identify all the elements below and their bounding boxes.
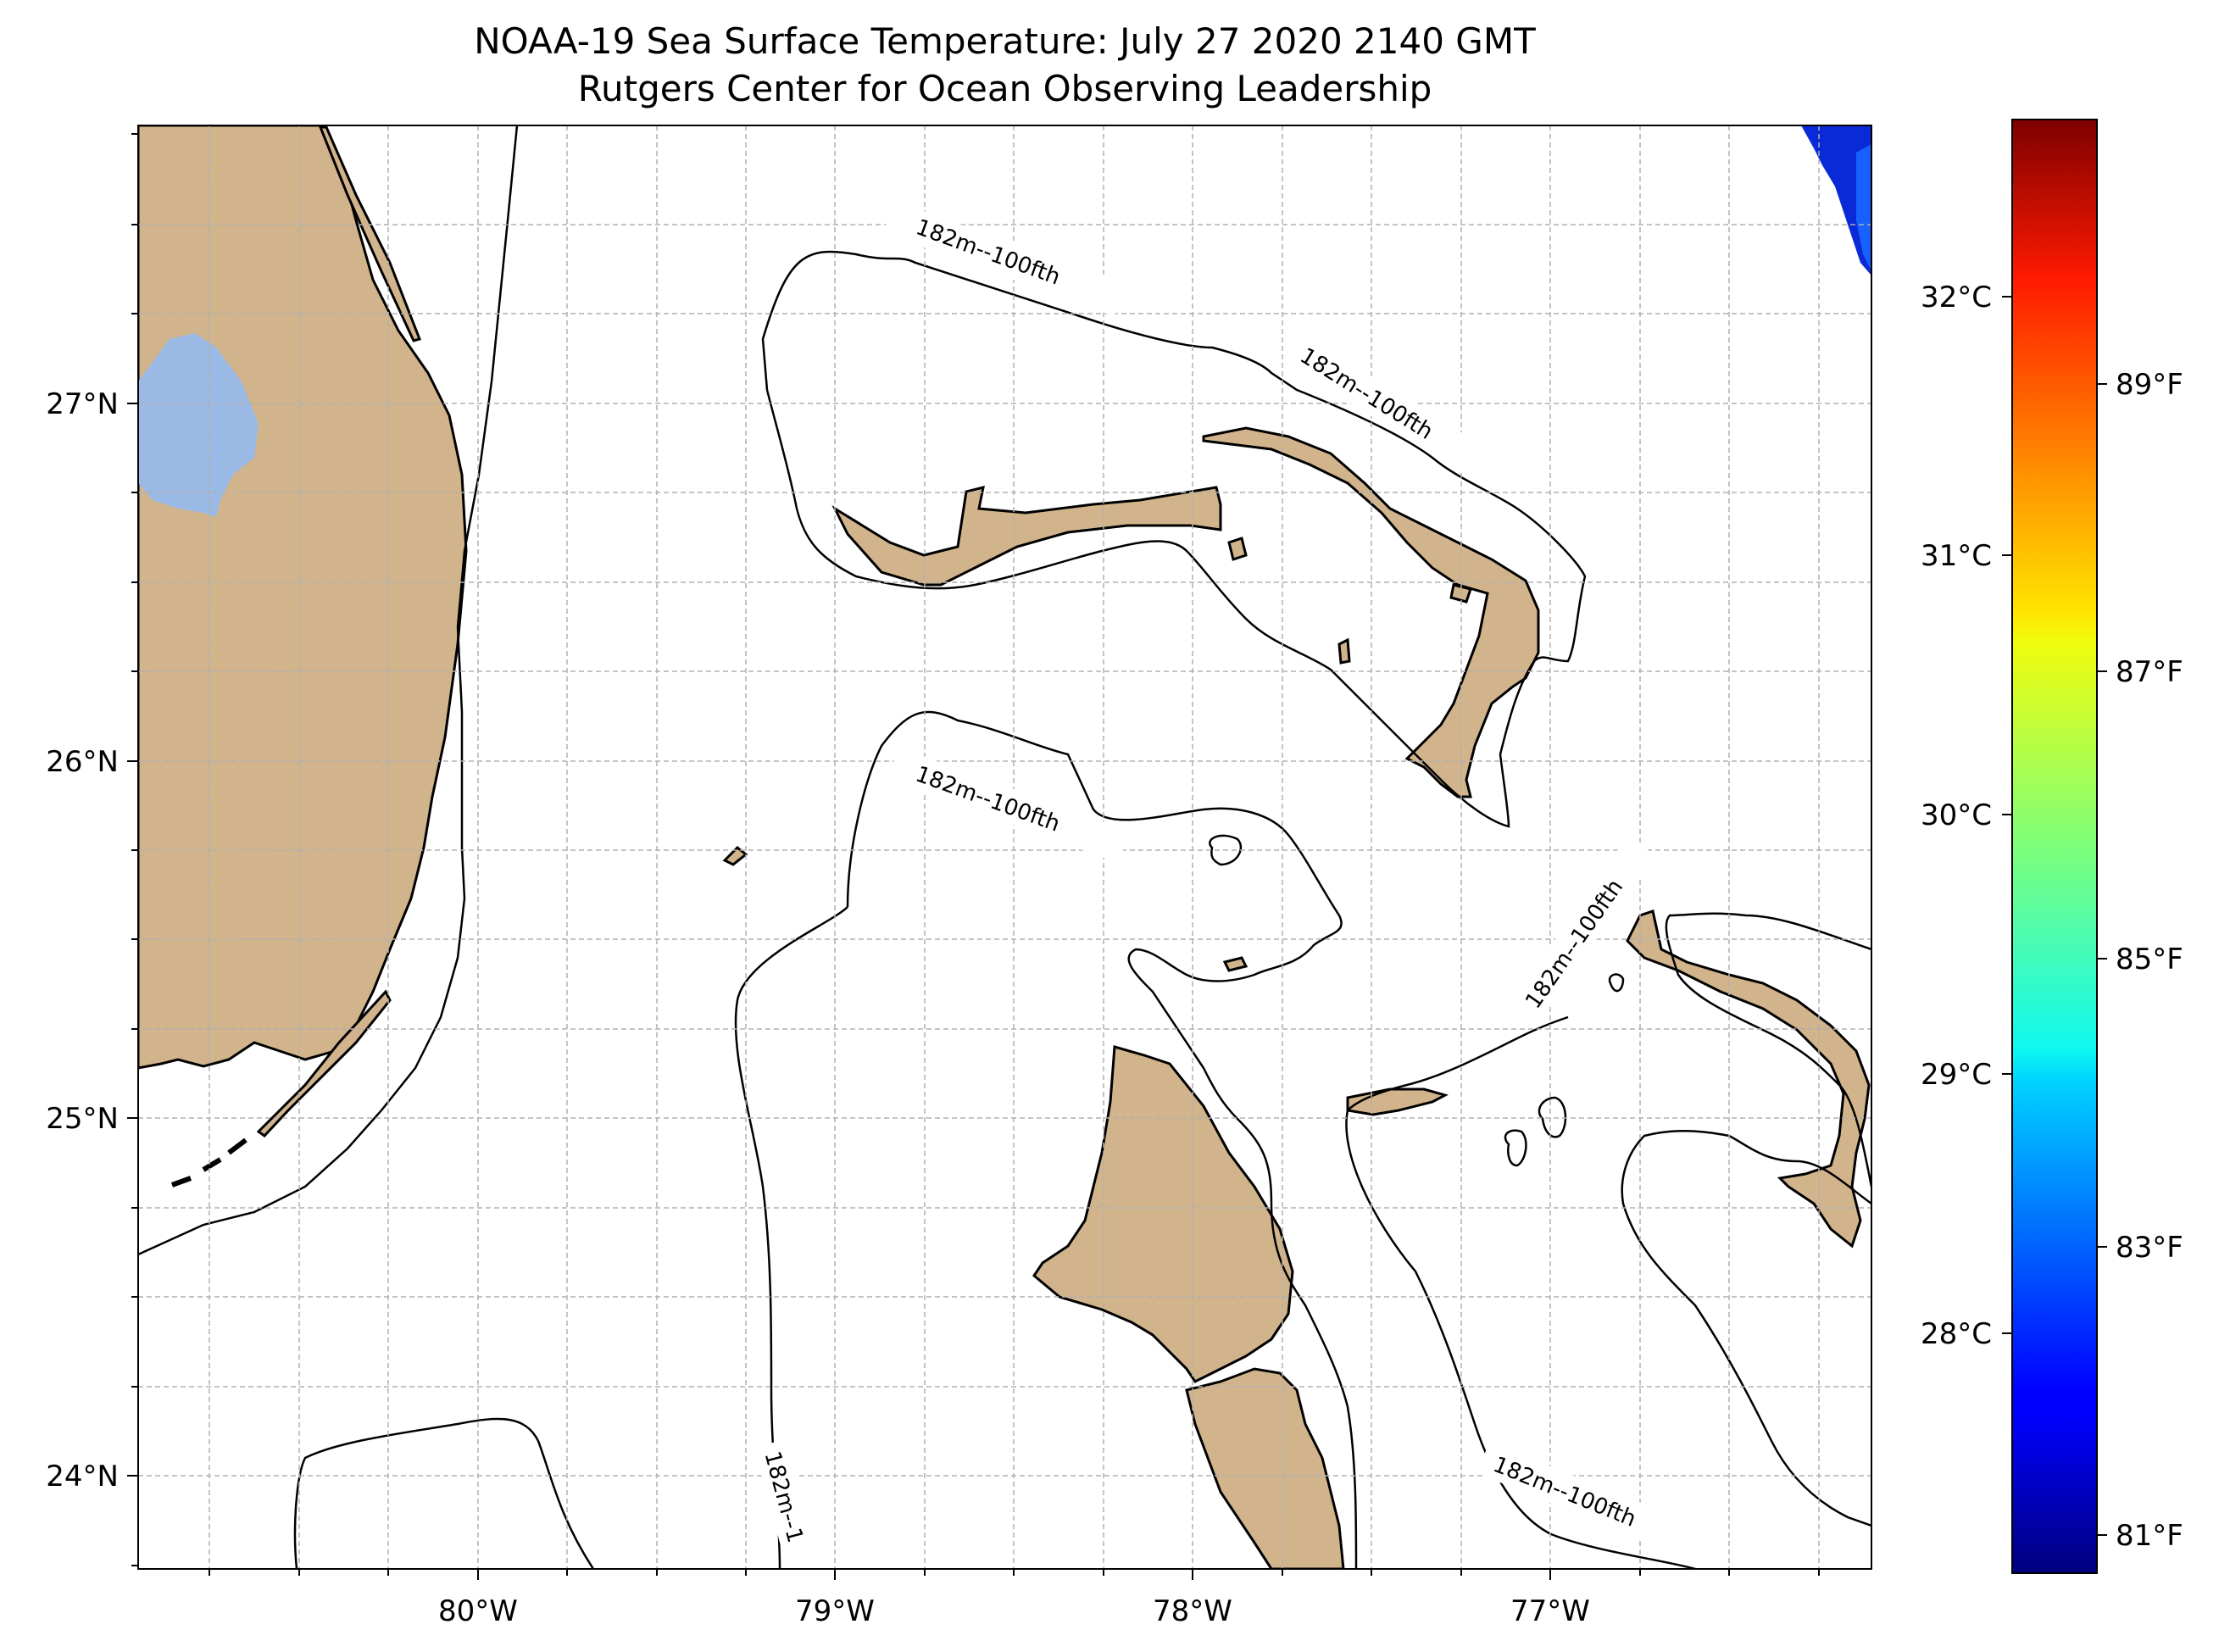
lon-tick-label: 78°W — [1153, 1594, 1232, 1628]
celsius-tick-label: 31°C — [1921, 539, 1992, 573]
celsius-tick-label: 32°C — [1921, 281, 1992, 314]
andros-island — [1032, 1045, 1294, 1383]
sst-data-patch-edge — [1856, 144, 1871, 271]
fahrenheit-tick-label: 85°F — [2116, 943, 2183, 976]
fahrenheit-tick-label: 83°F — [2116, 1231, 2183, 1265]
lat-tick-label: 27°N — [46, 387, 119, 421]
map-subtitle: Rutgers Center for Ocean Observing Leade… — [577, 68, 1432, 109]
sst-data-patch — [1801, 125, 1871, 275]
keys-dashes — [170, 1137, 247, 1188]
map-title: NOAA-19 Sea Surface Temperature: July 27… — [474, 20, 1536, 62]
celsius-tick-label: 29°C — [1921, 1058, 1992, 1092]
fahrenheit-tick-label: 81°F — [2116, 1519, 2183, 1553]
fahrenheit-tick-label: 87°F — [2116, 655, 2183, 689]
colorbar-gradient — [2011, 119, 2098, 1574]
lon-tick-label: 79°W — [795, 1594, 875, 1628]
celsius-tick-label: 28°C — [1921, 1317, 1992, 1351]
lon-tick-label: 80°W — [438, 1594, 518, 1628]
isobath-contours — [138, 125, 1871, 1569]
map-area: 182m--100fth 182m--100fth 182m--100fth 1… — [138, 125, 1871, 1569]
major-ticks — [127, 403, 1551, 1580]
fahrenheit-tick-label: 89°F — [2116, 368, 2183, 402]
lon-tick-label: 77°W — [1510, 1594, 1590, 1628]
map-frame — [137, 125, 1872, 1570]
gridlines — [138, 125, 1871, 1569]
lat-tick-label: 26°N — [46, 745, 119, 779]
great-abaco — [1202, 426, 1540, 798]
lat-tick-label: 24°N — [46, 1460, 119, 1493]
florida-lake — [138, 333, 259, 517]
minor-ticks — [131, 133, 1820, 1576]
grand-bahama — [831, 485, 1222, 587]
lat-tick-label: 25°N — [46, 1102, 119, 1136]
celsius-tick-label: 30°C — [1921, 798, 1992, 832]
barrier-island — [318, 125, 421, 342]
andros-south — [1185, 1367, 1345, 1569]
colorbar: 32°C 31°C 30°C 29°C 28°C 89°F 87°F 85°F … — [1921, 119, 2183, 1574]
